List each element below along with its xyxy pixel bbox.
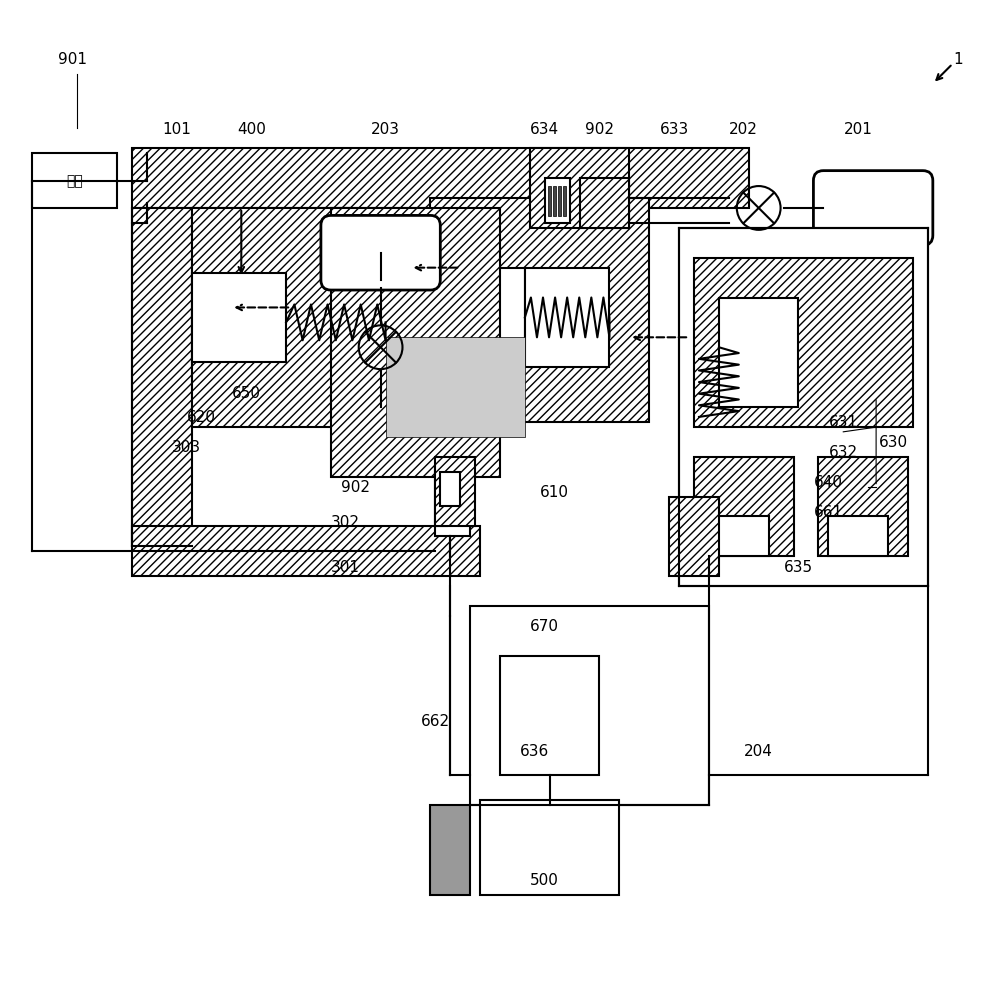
Text: 902: 902 bbox=[341, 479, 370, 495]
Text: 201: 201 bbox=[844, 121, 873, 137]
Bar bbox=[435, 467, 470, 537]
Bar bbox=[563, 187, 566, 217]
Bar bbox=[545, 179, 570, 224]
Bar bbox=[470, 606, 709, 805]
Bar bbox=[679, 229, 928, 586]
Bar bbox=[818, 457, 908, 557]
Bar bbox=[440, 472, 460, 507]
Text: 1: 1 bbox=[953, 52, 963, 68]
Bar bbox=[32, 154, 117, 209]
Bar bbox=[192, 273, 286, 363]
Bar bbox=[132, 149, 749, 209]
Text: 636: 636 bbox=[520, 743, 549, 758]
Text: 101: 101 bbox=[162, 121, 191, 137]
Text: 500: 500 bbox=[530, 872, 559, 888]
Text: 902: 902 bbox=[585, 121, 614, 137]
Bar bbox=[553, 187, 556, 217]
Text: 635: 635 bbox=[784, 559, 813, 575]
Bar bbox=[132, 527, 480, 577]
Bar bbox=[430, 199, 649, 422]
Text: 302: 302 bbox=[331, 514, 360, 530]
Bar bbox=[192, 209, 351, 427]
Bar bbox=[386, 338, 525, 437]
Bar bbox=[386, 293, 405, 333]
Bar bbox=[437, 502, 447, 527]
Bar bbox=[430, 805, 470, 895]
Bar bbox=[669, 497, 719, 577]
Bar bbox=[455, 268, 525, 368]
Text: 202: 202 bbox=[729, 121, 758, 137]
Text: 670: 670 bbox=[530, 618, 559, 634]
Bar bbox=[828, 517, 888, 557]
Text: 203: 203 bbox=[371, 121, 400, 137]
Bar bbox=[694, 457, 794, 557]
Bar bbox=[558, 187, 561, 217]
Text: 662: 662 bbox=[421, 713, 450, 729]
Text: 引擎: 引擎 bbox=[67, 174, 84, 189]
Bar bbox=[376, 283, 430, 343]
Text: 631: 631 bbox=[829, 414, 858, 430]
Bar bbox=[694, 258, 913, 427]
Text: 303: 303 bbox=[172, 439, 201, 455]
Text: 630: 630 bbox=[878, 434, 908, 450]
Text: 901: 901 bbox=[58, 52, 87, 68]
FancyBboxPatch shape bbox=[813, 171, 933, 246]
Bar bbox=[548, 187, 551, 217]
FancyBboxPatch shape bbox=[321, 217, 440, 290]
Bar bbox=[435, 457, 475, 527]
Bar bbox=[480, 800, 619, 895]
Text: 301: 301 bbox=[331, 559, 360, 575]
Bar bbox=[500, 656, 599, 775]
Text: 204: 204 bbox=[744, 743, 773, 758]
Text: 400: 400 bbox=[237, 121, 266, 137]
Bar bbox=[709, 517, 769, 557]
Text: 634: 634 bbox=[530, 121, 559, 137]
Text: 661: 661 bbox=[814, 504, 843, 520]
Bar bbox=[580, 179, 629, 229]
Bar bbox=[437, 487, 447, 502]
Bar bbox=[719, 298, 798, 408]
Text: 620: 620 bbox=[187, 410, 216, 425]
Text: 632: 632 bbox=[829, 444, 858, 460]
Bar bbox=[331, 209, 500, 477]
Bar bbox=[132, 209, 192, 547]
Text: 650: 650 bbox=[232, 385, 261, 401]
Text: 640: 640 bbox=[814, 474, 843, 490]
Text: 633: 633 bbox=[660, 121, 689, 137]
Bar bbox=[530, 149, 629, 229]
Bar bbox=[525, 268, 609, 368]
Text: 610: 610 bbox=[540, 484, 569, 500]
